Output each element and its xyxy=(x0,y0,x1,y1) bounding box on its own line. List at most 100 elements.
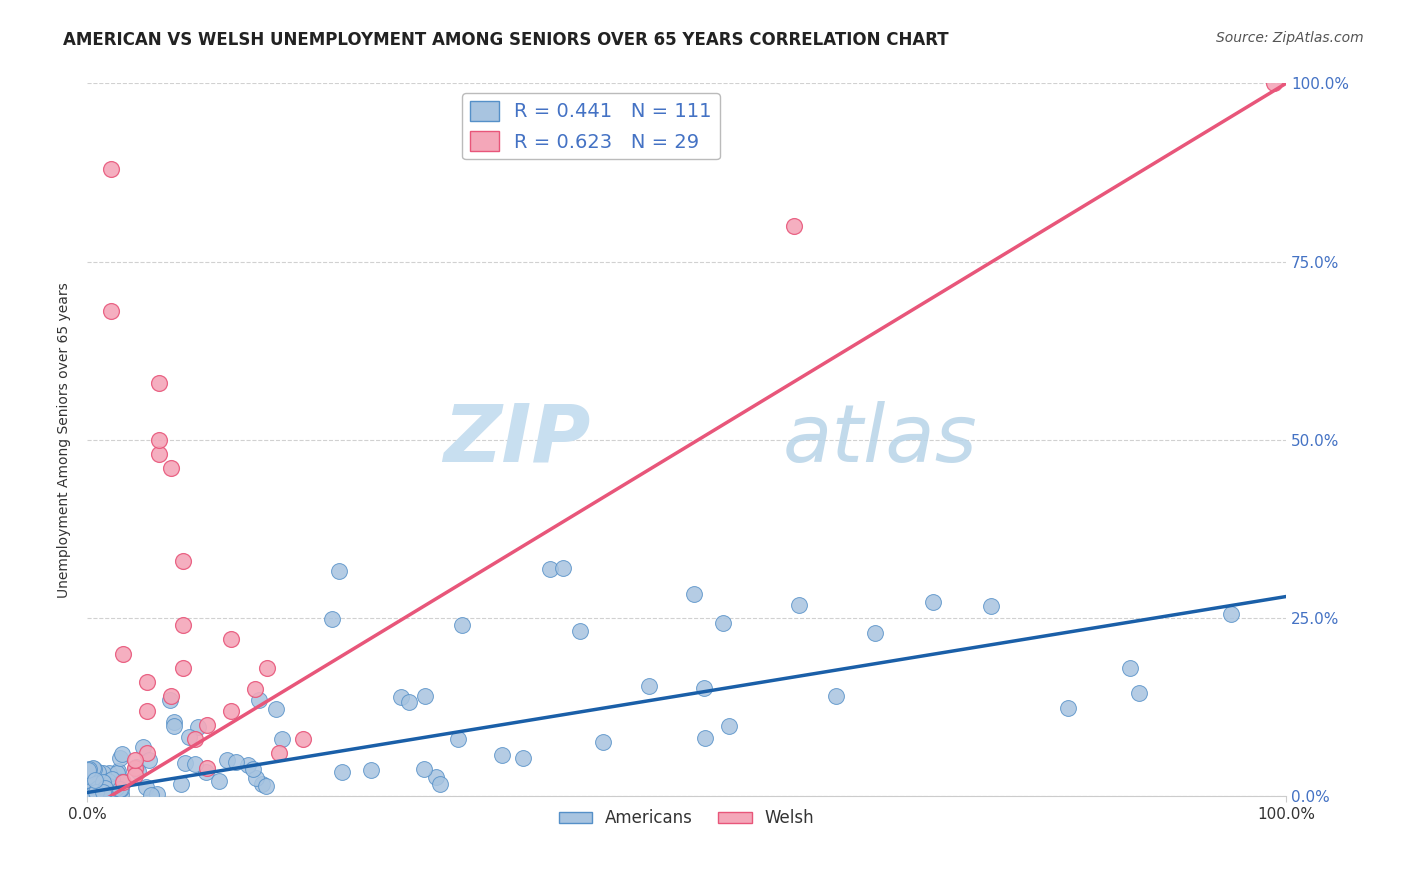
Point xyxy=(195,764,218,779)
Point xyxy=(97,766,120,780)
Point xyxy=(100,772,122,786)
Point xyxy=(245,771,267,785)
Point xyxy=(980,599,1002,613)
Point xyxy=(863,626,886,640)
Point xyxy=(491,747,513,762)
Point xyxy=(172,661,194,675)
Point xyxy=(82,766,104,780)
Point xyxy=(89,782,111,797)
Point xyxy=(124,761,146,775)
Point xyxy=(103,780,125,795)
Point xyxy=(82,774,104,789)
Point xyxy=(94,777,117,791)
Point xyxy=(100,304,122,318)
Point xyxy=(429,777,451,791)
Point xyxy=(219,704,242,718)
Point xyxy=(141,789,163,803)
Point xyxy=(195,718,218,732)
Point xyxy=(538,562,561,576)
Point xyxy=(360,763,382,777)
Point xyxy=(184,732,207,747)
Point xyxy=(207,774,229,789)
Point xyxy=(87,780,110,795)
Point xyxy=(125,759,148,773)
Point xyxy=(135,780,157,794)
Point xyxy=(170,777,193,791)
Point xyxy=(1128,686,1150,700)
Point xyxy=(83,786,105,800)
Point xyxy=(242,763,264,777)
Point xyxy=(100,161,122,176)
Point xyxy=(264,702,287,716)
Point xyxy=(683,587,706,601)
Point xyxy=(148,447,170,461)
Point xyxy=(90,782,112,797)
Text: atlas: atlas xyxy=(783,401,977,479)
Point xyxy=(215,753,238,767)
Point xyxy=(77,763,100,777)
Point xyxy=(79,762,101,776)
Point xyxy=(921,595,943,609)
Point xyxy=(159,693,181,707)
Point xyxy=(77,764,100,778)
Point xyxy=(83,780,105,794)
Point xyxy=(247,693,270,707)
Point xyxy=(136,747,159,761)
Point xyxy=(693,681,716,695)
Point xyxy=(77,769,100,783)
Text: ZIP: ZIP xyxy=(443,401,591,479)
Point xyxy=(825,689,848,703)
Point xyxy=(250,777,273,791)
Point xyxy=(425,771,447,785)
Point xyxy=(328,564,350,578)
Point xyxy=(267,747,290,761)
Point xyxy=(160,690,183,704)
Point xyxy=(97,774,120,789)
Point xyxy=(84,773,107,788)
Point xyxy=(111,775,134,789)
Point xyxy=(551,561,574,575)
Point xyxy=(174,756,197,770)
Point xyxy=(79,788,101,802)
Point xyxy=(104,780,127,794)
Point xyxy=(389,690,412,705)
Point xyxy=(91,765,114,780)
Point xyxy=(787,599,810,613)
Point xyxy=(86,785,108,799)
Point xyxy=(132,739,155,754)
Point xyxy=(446,732,468,747)
Point xyxy=(110,781,132,796)
Point xyxy=(163,715,186,730)
Point xyxy=(138,753,160,767)
Point xyxy=(111,773,134,788)
Point xyxy=(108,782,131,797)
Point xyxy=(271,731,294,746)
Point xyxy=(177,730,200,744)
Point xyxy=(225,756,247,770)
Point xyxy=(183,757,205,772)
Point xyxy=(695,731,717,745)
Point xyxy=(1219,607,1241,621)
Point xyxy=(101,784,124,798)
Point xyxy=(148,433,170,447)
Point xyxy=(112,774,135,789)
Point xyxy=(195,761,218,775)
Point xyxy=(569,624,592,638)
Point xyxy=(592,735,614,749)
Point xyxy=(94,780,117,794)
Point xyxy=(160,461,183,475)
Point xyxy=(127,764,149,778)
Point xyxy=(93,786,115,800)
Point xyxy=(136,675,159,690)
Y-axis label: Unemployment Among Seniors over 65 years: Unemployment Among Seniors over 65 years xyxy=(58,282,72,598)
Point xyxy=(110,787,132,801)
Point xyxy=(1057,701,1080,715)
Point xyxy=(107,764,129,779)
Point xyxy=(87,782,110,797)
Point xyxy=(124,754,146,768)
Point xyxy=(451,618,474,632)
Point xyxy=(97,784,120,798)
Point xyxy=(136,704,159,718)
Point xyxy=(105,766,128,780)
Point xyxy=(291,732,314,747)
